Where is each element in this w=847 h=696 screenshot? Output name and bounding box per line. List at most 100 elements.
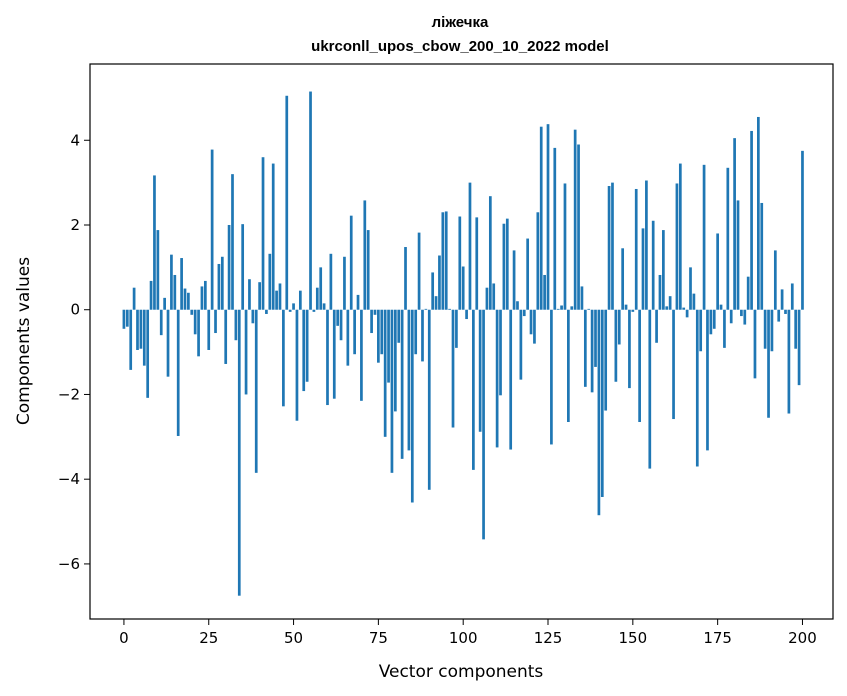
bar xyxy=(146,309,150,398)
bar xyxy=(390,309,394,473)
bar xyxy=(190,309,194,315)
bar xyxy=(716,233,719,310)
bar xyxy=(373,309,377,315)
bar xyxy=(227,224,231,310)
bar xyxy=(285,95,289,310)
bars-group xyxy=(122,91,804,596)
bar xyxy=(733,138,736,310)
bar xyxy=(790,283,794,310)
bar xyxy=(550,309,553,445)
bar xyxy=(634,188,638,310)
bar xyxy=(444,211,448,310)
bar xyxy=(577,144,580,310)
bar xyxy=(723,309,726,348)
bar xyxy=(780,289,784,310)
bar xyxy=(427,309,431,490)
bar xyxy=(763,309,767,349)
bar xyxy=(244,309,248,395)
bar xyxy=(536,212,540,310)
bar xyxy=(526,238,530,310)
bar xyxy=(662,230,665,310)
bar xyxy=(370,309,373,334)
bar xyxy=(505,218,509,310)
bar xyxy=(441,212,445,310)
bar xyxy=(624,304,628,310)
bar xyxy=(719,304,723,310)
bar xyxy=(343,256,346,310)
bar xyxy=(224,309,228,364)
bar xyxy=(590,309,594,393)
bar xyxy=(363,200,367,310)
bar xyxy=(292,303,295,310)
bar xyxy=(153,175,156,310)
y-tick-label: 0 xyxy=(70,301,80,319)
bar xyxy=(495,309,499,448)
bar xyxy=(248,279,251,310)
bar xyxy=(573,129,577,310)
bar xyxy=(499,309,502,396)
bar xyxy=(773,250,777,310)
bar xyxy=(349,215,353,310)
bar xyxy=(404,247,407,310)
x-tick-label: 175 xyxy=(703,629,732,647)
bar xyxy=(203,280,207,310)
bar xyxy=(478,309,482,432)
bar xyxy=(400,309,404,459)
bar xyxy=(753,309,757,379)
bar xyxy=(383,309,387,437)
bar xyxy=(468,182,472,310)
bar xyxy=(628,309,631,389)
bar xyxy=(645,180,648,310)
bar xyxy=(377,309,380,363)
bar xyxy=(689,267,692,310)
bar xyxy=(539,126,543,310)
bar xyxy=(750,130,753,310)
bar xyxy=(166,309,170,377)
bar xyxy=(682,307,686,310)
bar xyxy=(356,294,360,310)
bar xyxy=(522,309,526,317)
bar xyxy=(271,163,275,310)
bar xyxy=(631,309,635,312)
bar xyxy=(265,309,268,314)
bar xyxy=(655,309,658,343)
y-tick-label: −6 xyxy=(58,555,80,573)
bar xyxy=(699,309,703,352)
bar xyxy=(258,282,261,310)
bar xyxy=(797,309,801,386)
x-tick-label: 150 xyxy=(619,629,648,647)
bar xyxy=(132,287,136,310)
bar xyxy=(336,309,340,326)
bar xyxy=(197,309,200,357)
bar xyxy=(567,309,570,422)
bar xyxy=(563,183,567,310)
bar xyxy=(546,124,550,310)
bar xyxy=(241,224,245,310)
bar xyxy=(672,309,675,420)
bar xyxy=(315,287,319,310)
bar xyxy=(397,309,401,343)
bar xyxy=(529,309,533,335)
bar xyxy=(757,116,760,310)
bar xyxy=(298,290,302,310)
bar xyxy=(621,248,625,310)
x-axis-label: Vector components xyxy=(379,662,544,682)
bar xyxy=(312,309,316,312)
bar xyxy=(261,157,265,310)
bar xyxy=(685,309,689,318)
bar xyxy=(214,309,217,334)
y-tick-label: −4 xyxy=(58,470,80,488)
bar xyxy=(594,309,597,367)
y-tick-label: 4 xyxy=(70,131,80,149)
bar xyxy=(217,263,221,310)
bar xyxy=(421,309,424,362)
bar xyxy=(234,309,238,341)
bar xyxy=(282,309,285,407)
bar xyxy=(353,309,356,355)
bar xyxy=(176,309,180,436)
bar xyxy=(149,280,153,310)
bar xyxy=(387,309,390,383)
bar xyxy=(556,308,560,310)
bar xyxy=(417,232,421,310)
